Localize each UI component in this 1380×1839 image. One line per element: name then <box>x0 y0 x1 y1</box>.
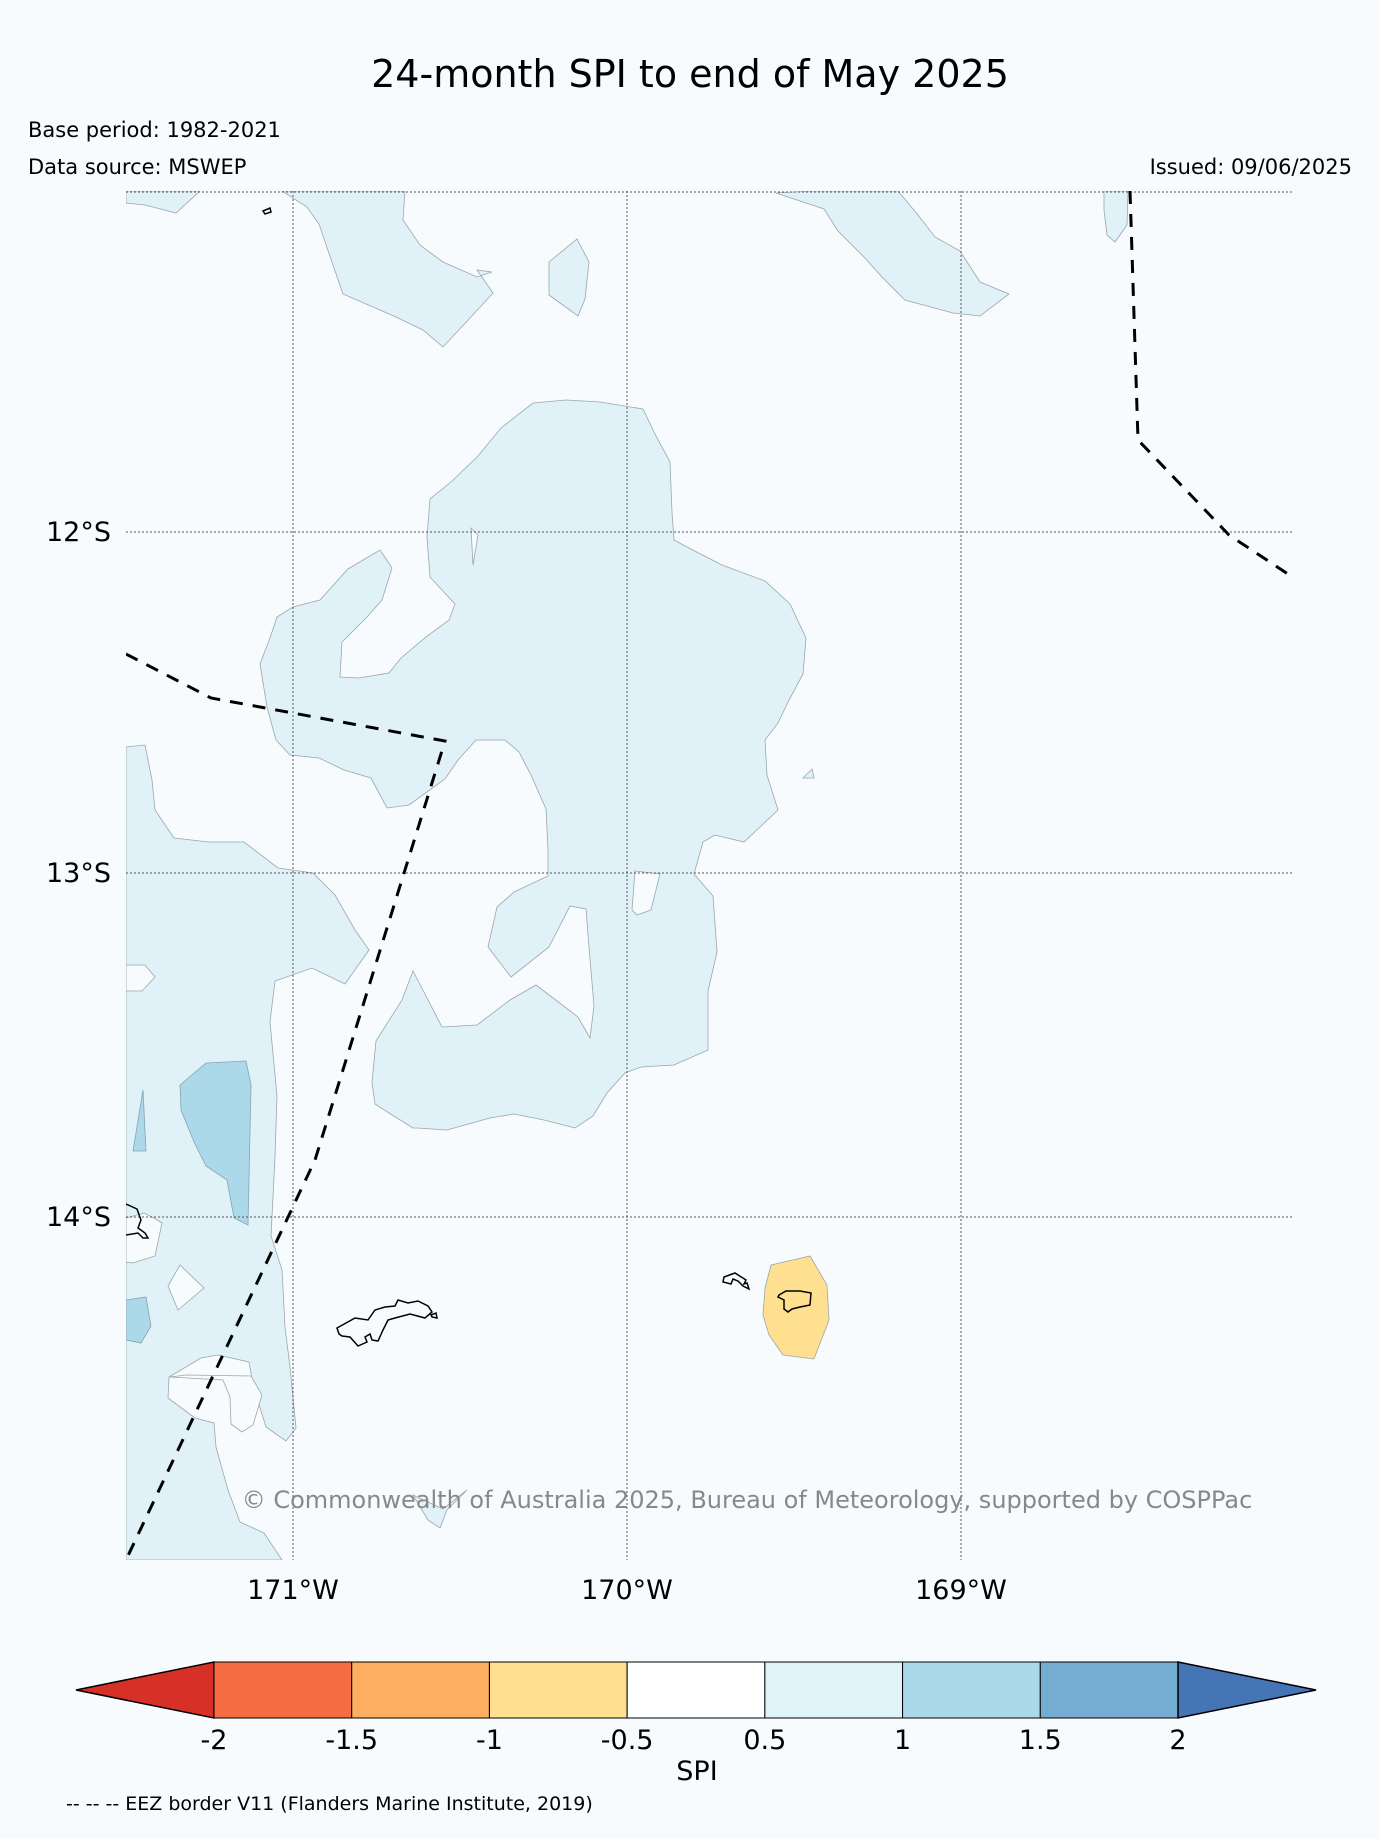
eez-border <box>126 191 1294 1560</box>
colorbar-tick-label: 1.5 <box>1019 1725 1062 1756</box>
colorbar-segment <box>488 1661 628 1719</box>
lon-label-170w: 170°W <box>581 1575 673 1606</box>
ocean-background <box>126 191 1294 1560</box>
hole-left-1 <box>126 964 156 992</box>
colorbar-extend-high <box>1177 1661 1317 1719</box>
region-medium-blue-3 <box>126 1296 152 1344</box>
colorbar-tick-label: -1 <box>476 1725 503 1756</box>
base-period-label: Base period: 1982-2021 <box>28 118 281 142</box>
colorbar-tick-label: 2 <box>1169 1725 1186 1756</box>
hole-left-4 <box>169 1374 263 1433</box>
region-top-left-corner <box>126 191 201 214</box>
map-area: © Commonwealth of Australia 2025, Bureau… <box>126 191 1294 1560</box>
graticule <box>126 191 1294 1560</box>
colorbar-tick-label: 0.5 <box>743 1725 786 1756</box>
region-top-pool <box>548 238 590 317</box>
colorbar-segment <box>902 1661 1041 1719</box>
island-tutuila <box>336 1299 438 1347</box>
region-medium-blue-1 <box>179 1060 252 1226</box>
data-source-label: Data source: MSWEP <box>28 155 247 179</box>
page-title: 24-month SPI to end of May 2025 <box>371 52 1009 96</box>
eez-border-note: -- -- -- EEZ border V11 (Flanders Marine… <box>66 1793 593 1815</box>
lon-label-169w: 169°W <box>915 1575 1007 1606</box>
colorbar-segments <box>75 1661 1317 1719</box>
region-top-far-right <box>1103 191 1129 243</box>
lat-label-14s: 14°S <box>46 1202 111 1233</box>
colorbar-ticks: -2 -1.5 -1 -0.5 0.5 1 1.5 2 <box>201 1725 1187 1756</box>
island-ofu-olosega <box>722 1272 751 1291</box>
colorbar-tick-label: -2 <box>201 1725 228 1756</box>
region-top-right <box>775 191 1010 317</box>
spi-region-holes <box>126 526 661 1433</box>
colorbar-segment <box>213 1661 353 1719</box>
eez-border-left <box>126 652 447 1560</box>
island-tau <box>776 1290 812 1313</box>
colorbar-segment <box>351 1661 490 1719</box>
eez-border-right <box>1128 191 1294 580</box>
lat-label-13s: 13°S <box>46 858 111 889</box>
region-top-mid <box>281 191 494 348</box>
islands <box>126 206 812 1347</box>
colorbar-tick-label: -0.5 <box>601 1725 654 1756</box>
region-bottom-small <box>411 1489 468 1529</box>
lon-label-171w: 171°W <box>247 1575 339 1606</box>
colorbar-tick-label: 1 <box>894 1725 911 1756</box>
copyright-notice: © Commonwealth of Australia 2025, Bureau… <box>242 1486 1253 1514</box>
region-small-island <box>802 768 815 779</box>
region-central <box>259 399 807 1131</box>
colorbar-segment <box>764 1661 904 1719</box>
hole-left-3 <box>167 1264 205 1311</box>
colorbar: -2 -1.5 -1 -0.5 0.5 1 1.5 2 SPI <box>75 1661 1317 1787</box>
colorbar-label: SPI <box>676 1756 717 1787</box>
issued-date-label: Issued: 09/06/2025 <box>1149 155 1352 179</box>
island-left-edge <box>126 1203 150 1239</box>
lat-label-12s: 12°S <box>46 517 111 548</box>
region-medium-blue-2 <box>132 1089 147 1152</box>
colorbar-extend-low <box>75 1661 215 1719</box>
colorbar-segment <box>626 1661 766 1719</box>
spi-region-1-to-1-5 <box>126 1060 252 1344</box>
colorbar-segment <box>1039 1661 1179 1719</box>
colorbar-tick-label: -1.5 <box>325 1725 378 1756</box>
island-swains <box>261 206 272 215</box>
